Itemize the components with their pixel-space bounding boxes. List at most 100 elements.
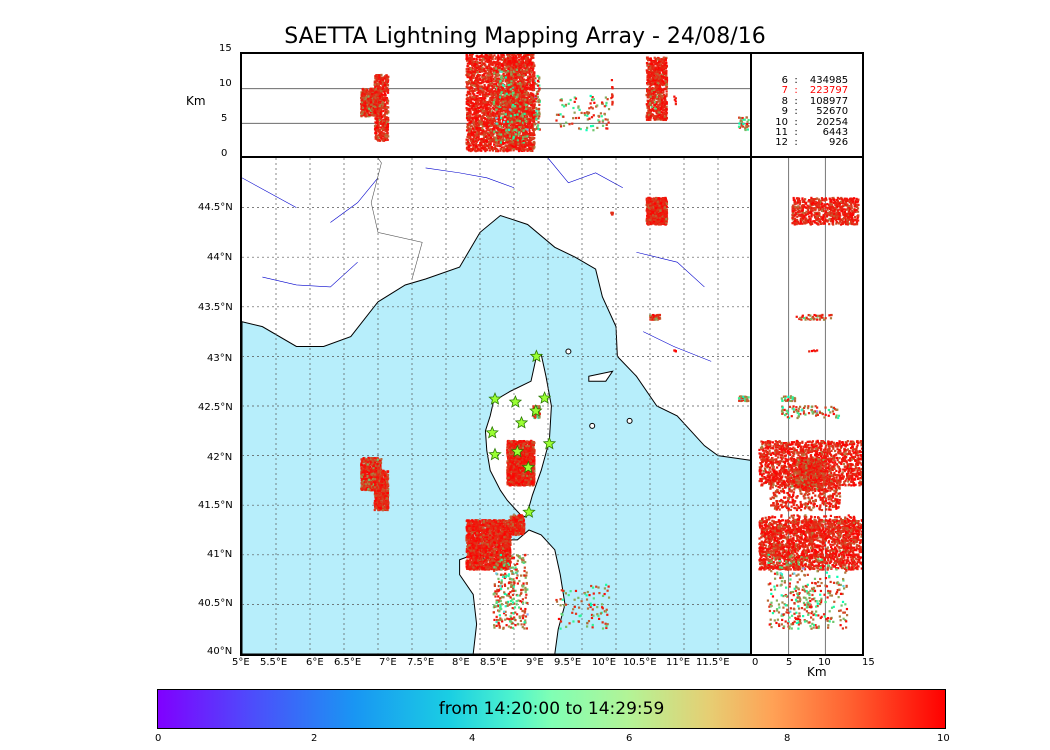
- lightning-altitude-point: [660, 113, 663, 116]
- lightning-altitude-point: [384, 128, 388, 131]
- lightning-altitude-point: [659, 62, 662, 65]
- lightning-altitude-point: [485, 110, 488, 113]
- lightning-altitude-point: [469, 149, 472, 153]
- lightning-altitude-point: [512, 87, 516, 90]
- lightning-altitude-point: [376, 119, 379, 122]
- lightning-altitude-point: [378, 114, 381, 118]
- lightning-altitude-point: [374, 100, 378, 103]
- lightning-altitude-point: [367, 104, 370, 107]
- lightning-altitude-point: [467, 79, 471, 83]
- lightning-altitude-point: [486, 107, 489, 110]
- lightning-altitude-point: [650, 61, 653, 64]
- lightning-altitude-point: [506, 87, 509, 90]
- lightning-altitude-point: [531, 106, 534, 109]
- lightning-altitude-point: [375, 138, 379, 141]
- lightning-altitude-point: [501, 122, 504, 126]
- lightning-altitude-point: [646, 89, 649, 92]
- lightning-altitude-point: [519, 149, 522, 152]
- lightning-altitude-point: [525, 102, 528, 105]
- lightning-altitude-point: [658, 103, 662, 106]
- lightning-altitude-point: [479, 143, 482, 146]
- lightning-altitude-point: [647, 118, 650, 121]
- lightning-altitude-point: [478, 103, 481, 106]
- lightning-altitude-point: [484, 79, 487, 83]
- lightning-altitude-point: [651, 71, 655, 74]
- lightning-altitude-point: [663, 95, 667, 98]
- lightning-altitude-point: [366, 107, 369, 110]
- lightning-altitude-point: [477, 125, 480, 128]
- lightning-altitude-point: [529, 125, 532, 128]
- lightning-altitude-point: [526, 83, 529, 87]
- lightning-altitude-point: [531, 65, 534, 68]
- lightning-altitude-point: [525, 86, 528, 89]
- lightning-altitude-point: [645, 114, 648, 117]
- lightning-altitude-point: [367, 105, 370, 109]
- lightning-altitude-point: [653, 98, 656, 101]
- lightning-altitude-point: [511, 54, 514, 57]
- lightning-altitude-point: [484, 93, 487, 96]
- lightning-altitude-point: [492, 80, 495, 83]
- lightning-altitude-point: [469, 59, 472, 62]
- lightning-altitude-point: [384, 89, 387, 92]
- lightning-altitude-point: [471, 138, 475, 141]
- lightning-altitude-point: [646, 95, 649, 98]
- lightning-altitude-point: [499, 128, 502, 131]
- lightning-altitude-point: [532, 100, 535, 103]
- lightning-altitude-point: [482, 68, 485, 71]
- lightning-altitude-point: [478, 58, 481, 61]
- lightning-altitude-point: [610, 79, 614, 82]
- lightning-altitude-point: [375, 79, 378, 82]
- lightning-altitude-point: [362, 114, 365, 117]
- lightning-altitude-point: [496, 92, 500, 96]
- lightning-altitude-point: [380, 106, 383, 110]
- lightning-altitude-point: [737, 125, 741, 128]
- lightning-altitude-point: [484, 107, 487, 110]
- lightning-altitude-point: [471, 66, 474, 70]
- lightning-altitude-point: [525, 148, 528, 151]
- lightning-altitude-point: [503, 98, 507, 101]
- lightning-altitude-point: [649, 78, 652, 81]
- lightning-altitude-point: [513, 126, 517, 130]
- lightning-altitude-point: [370, 112, 374, 116]
- lightning-altitude-point: [374, 84, 377, 87]
- lightning-altitude-point: [664, 118, 668, 122]
- lightning-altitude-point: [480, 149, 483, 152]
- lightning-altitude-point: [468, 144, 471, 147]
- lightning-altitude-point: [653, 79, 656, 82]
- lightning-altitude-point: [530, 146, 533, 149]
- lightning-altitude-point: [478, 85, 482, 88]
- lightning-altitude-point: [536, 92, 539, 96]
- lightning-altitude-point: [378, 101, 382, 105]
- lightning-altitude-point: [366, 115, 369, 118]
- lightning-altitude-point: [361, 94, 364, 97]
- lightning-altitude-point: [665, 102, 668, 105]
- lightning-altitude-point: [739, 120, 742, 123]
- lightning-altitude-point: [507, 67, 510, 70]
- lightning-altitude-point: [471, 54, 474, 56]
- lightning-altitude-point: [658, 99, 661, 103]
- lightning-altitude-point: [525, 59, 528, 62]
- lightning-altitude-point: [472, 146, 476, 149]
- lightning-altitude-point: [479, 132, 482, 135]
- lightning-altitude-point: [740, 120, 744, 123]
- lightning-altitude-point: [745, 125, 749, 128]
- lightning-altitude-point: [374, 117, 377, 120]
- lightning-altitude-point: [469, 89, 472, 93]
- lightning-altitude-point: [658, 60, 661, 63]
- lightning-altitude-point: [529, 83, 533, 86]
- lightning-altitude-point: [473, 68, 476, 71]
- lightning-altitude-point: [535, 110, 538, 113]
- lightning-altitude-point: [654, 63, 657, 66]
- lightning-altitude-point: [470, 102, 473, 105]
- lightning-altitude-point: [382, 85, 385, 89]
- lightning-altitude-point: [509, 124, 512, 127]
- lightning-altitude-point: [658, 111, 661, 114]
- lightning-altitude-point: [537, 109, 540, 112]
- lightning-altitude-point: [503, 116, 507, 119]
- lightning-altitude-point: [521, 77, 524, 80]
- lightning-altitude-point: [383, 115, 386, 119]
- lightning-altitude-point: [506, 54, 509, 56]
- lightning-altitude-point: [369, 93, 372, 96]
- lightning-altitude-point: [522, 55, 526, 58]
- lightning-altitude-point: [524, 143, 527, 146]
